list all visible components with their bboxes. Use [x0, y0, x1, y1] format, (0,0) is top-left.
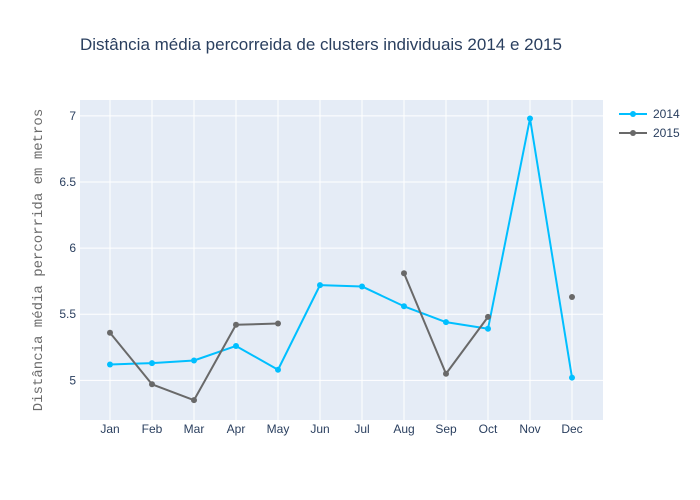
data-point — [233, 321, 239, 328]
grid-lines — [80, 100, 603, 420]
data-point — [443, 319, 449, 326]
y-tick-label: 6 — [69, 241, 76, 255]
data-point — [527, 115, 533, 122]
data-point — [401, 270, 407, 277]
data-point — [107, 329, 113, 336]
data-point — [317, 282, 323, 289]
legend-label: 2015 — [653, 126, 680, 140]
x-tick-label: Apr — [227, 422, 246, 436]
x-tick-label: Jul — [354, 422, 369, 436]
series-2014 — [107, 115, 575, 381]
legend-marker — [630, 130, 636, 136]
data-point — [149, 360, 155, 367]
y-tick-label: 7 — [69, 109, 76, 123]
series-line — [109, 117, 573, 379]
x-tick-label: Sep — [435, 422, 457, 436]
data-point — [275, 320, 281, 327]
data-point — [275, 366, 281, 373]
series-2015 — [107, 270, 575, 404]
x-tick-label: Feb — [142, 422, 163, 436]
data-point — [191, 357, 197, 364]
x-tick-label: Jan — [100, 422, 119, 436]
x-tick-label: Nov — [519, 422, 540, 436]
plot-background — [80, 100, 603, 420]
legend: 2014 2015 — [619, 107, 680, 140]
data-point — [401, 303, 407, 310]
chart-series — [107, 115, 575, 404]
data-point — [485, 313, 491, 320]
x-tick-label: May — [267, 422, 290, 436]
x-tick-label: Mar — [184, 422, 205, 436]
y-axis-ticks: 5 5.5 6 6.5 7 — [59, 109, 76, 387]
legend-label: 2014 — [653, 107, 680, 121]
y-tick-label: 5.5 — [59, 307, 76, 321]
chart-title: Distância média percorreida de clusters … — [80, 35, 562, 54]
data-point — [443, 370, 449, 377]
x-tick-label: Dec — [561, 422, 582, 436]
data-point — [233, 342, 239, 349]
x-tick-label: Oct — [479, 422, 498, 436]
data-point — [191, 397, 197, 404]
x-tick-label: Jun — [310, 422, 329, 436]
data-point — [107, 361, 113, 368]
data-point — [569, 374, 575, 381]
y-axis-label: Distância média percorrida em metros — [31, 109, 47, 411]
y-tick-label: 5 — [69, 373, 76, 387]
legend-marker — [630, 111, 636, 117]
data-point — [485, 325, 491, 332]
data-point — [359, 283, 365, 290]
data-point — [149, 381, 155, 388]
y-tick-label: 6.5 — [59, 175, 76, 189]
x-axis-ticks: Jan Feb Mar Apr May Jun Jul Aug Sep Oct Nov Dec — [100, 422, 582, 436]
x-tick-label: Aug — [393, 422, 414, 436]
data-point — [569, 294, 575, 301]
